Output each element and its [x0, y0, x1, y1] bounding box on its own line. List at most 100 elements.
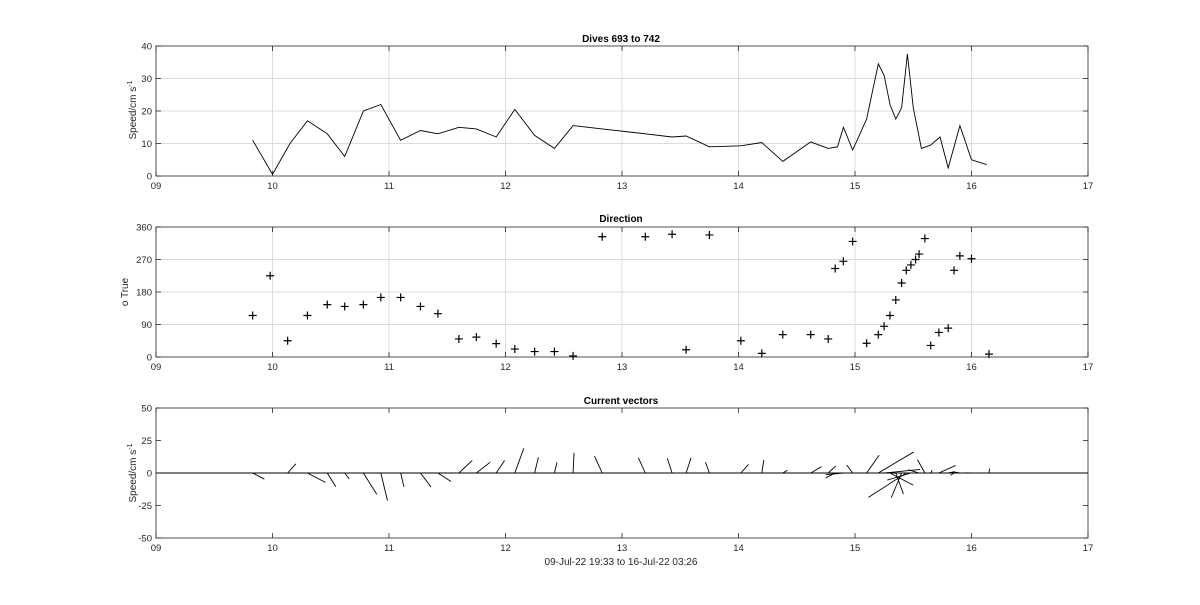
current-vector [420, 472, 432, 488]
y-tick-label: 180 [136, 288, 152, 299]
direction-plot-area: 09 10 11 12 13 14 15 16 17 0 90 180 270 360 [136, 223, 1093, 374]
x-tick-label: 13 [617, 362, 628, 373]
direction-point [955, 251, 964, 260]
y-tick-label: 25 [141, 436, 152, 447]
x-tick-label: 12 [500, 543, 511, 554]
vectors-chart-title: Current vectors [584, 396, 659, 407]
current-vector [740, 464, 749, 474]
direction-point [848, 237, 857, 246]
speed-y-axis-label-exponent: -1 [127, 80, 134, 86]
x-tick-label: 16 [966, 362, 977, 373]
direction-point [454, 334, 463, 343]
current-vector [534, 457, 539, 474]
direction-point [641, 232, 650, 241]
current-vector [553, 462, 558, 474]
current-vector [495, 460, 505, 474]
direction-point [248, 311, 257, 320]
direction-panel: Direction o True 09 10 11 12 13 14 15 16 17 0 90 18… [120, 214, 1093, 373]
x-tick-label: 10 [267, 181, 278, 192]
current-vector [572, 452, 575, 474]
direction-point [510, 345, 519, 354]
current-vector [952, 471, 960, 474]
vectors-panel: Current vectors Speed/cm s-1 09-Jul-22 1… [127, 396, 1093, 568]
x-tick-label: 14 [733, 362, 744, 373]
y-tick-label: 270 [136, 255, 152, 266]
direction-point [967, 254, 976, 263]
direction-point [897, 278, 906, 287]
current-vector [476, 461, 491, 474]
vectors-plot-area: 09 10 11 12 13 14 15 16 17 -50 -25 0 25 50 [138, 404, 1093, 555]
x-tick-label: 15 [850, 362, 861, 373]
y-tick-label: -50 [138, 534, 152, 545]
direction-point [778, 330, 787, 339]
speed-plot-area: 09 10 11 12 13 14 15 16 17 0 10 20 30 40 [141, 42, 1093, 193]
current-vector [930, 470, 933, 474]
current-vector [889, 472, 914, 486]
speed-chart-title: Dives 693 to 742 [582, 34, 660, 45]
x-tick-label: 17 [1083, 543, 1094, 554]
vectors-y-axis-label-text: Speed/cm s [128, 450, 139, 503]
speed-series-line [252, 54, 987, 176]
current-vector [938, 465, 956, 474]
direction-point [915, 250, 924, 259]
current-vector [810, 466, 822, 474]
direction-point [906, 260, 915, 269]
current-vector [827, 465, 837, 474]
direction-point [757, 349, 766, 358]
direction-point [416, 302, 425, 311]
y-tick-label: 360 [136, 223, 152, 234]
x-tick-label: 16 [966, 181, 977, 192]
current-vector [950, 472, 955, 476]
x-tick-label: 14 [733, 181, 744, 192]
direction-chart-title: Direction [599, 214, 642, 225]
x-tick-label: 09 [151, 543, 162, 554]
direction-point [839, 257, 848, 266]
current-vector [287, 463, 297, 474]
current-vector [866, 454, 880, 474]
speed-y-axis-label: Speed/cm s-1 [127, 80, 139, 139]
direction-point [472, 333, 481, 342]
direction-point [530, 347, 539, 356]
current-vector [666, 458, 673, 474]
x-tick-label: 17 [1083, 362, 1094, 373]
direction-point [266, 271, 275, 280]
y-tick-label: 0 [147, 353, 152, 364]
direction-point [806, 330, 815, 339]
direction-y-axis-label: o True [120, 277, 131, 306]
y-tick-label: 40 [141, 42, 152, 53]
direction-point [359, 300, 368, 309]
current-vector [884, 469, 921, 474]
current-vector [908, 469, 920, 474]
direction-point [550, 347, 559, 356]
vectors-y-axis-label: Speed/cm s-1 [127, 443, 139, 502]
y-tick-label: 90 [141, 320, 152, 331]
x-tick-label: 12 [500, 362, 511, 373]
direction-point [885, 311, 894, 320]
y-tick-label: -25 [138, 501, 152, 512]
direction-point [862, 339, 871, 348]
x-tick-label: 17 [1083, 181, 1094, 192]
current-vector [514, 448, 525, 474]
direction-point [874, 330, 883, 339]
speed-y-axis-label-text: Speed/cm s [128, 87, 139, 140]
direction-point [323, 300, 332, 309]
direction-point [934, 328, 943, 337]
current-vector [988, 468, 990, 474]
direction-point [396, 293, 405, 302]
direction-point [984, 350, 993, 359]
direction-point [340, 302, 349, 311]
current-vector [307, 472, 326, 483]
direction-point [736, 336, 745, 345]
direction-point [682, 345, 691, 354]
x-tick-label: 09 [151, 362, 162, 373]
current-vector [685, 457, 692, 474]
direction-point [433, 309, 442, 318]
y-tick-label: 50 [141, 404, 152, 415]
x-tick-label: 13 [617, 543, 628, 554]
direction-point [944, 324, 953, 333]
direction-point [831, 264, 840, 273]
direction-point [891, 295, 900, 304]
direction-point [880, 322, 889, 331]
